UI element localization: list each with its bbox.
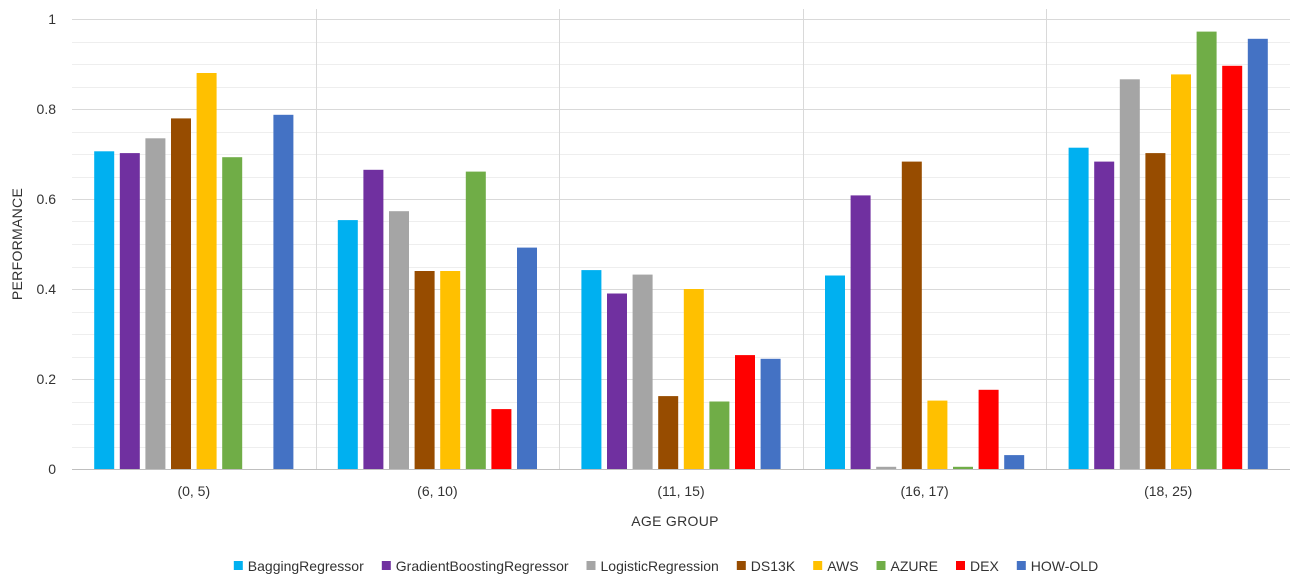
bar-how-old-1 [517, 247, 537, 469]
bar-ds13k-2 [658, 396, 679, 469]
y-tick-label: 1 [48, 11, 56, 27]
bar-baggingregressor-0 [94, 151, 115, 470]
bar-ds13k-0 [171, 118, 191, 470]
x-tick-label: (16, 17) [900, 483, 948, 499]
legend-label: AWS [827, 558, 858, 574]
bar-aws-1 [440, 271, 461, 469]
y-tick-label: 0 [48, 461, 56, 477]
legend-swatch [381, 561, 391, 570]
bar-logisticregression-4 [1119, 79, 1140, 470]
bar-logisticregression-1 [389, 211, 409, 469]
legend-item-azure: AZURE [876, 558, 938, 574]
bar-ds13k-3 [901, 161, 922, 469]
bars [94, 31, 1268, 470]
legend-item-dex: DEX [956, 558, 999, 574]
y-tick-label: 0.2 [37, 371, 57, 387]
bar-dex-2 [735, 355, 755, 469]
legend-item-aws: AWS [813, 558, 859, 574]
legend-swatch [956, 561, 965, 570]
legend-item-how-old: HOW-OLD [1016, 558, 1098, 574]
bar-gradientboostingregressor-3 [850, 195, 871, 469]
bar-gradientboostingregressor-4 [1094, 161, 1115, 469]
x-tick-label: (0, 5) [177, 483, 210, 499]
y-tick-label: 0.6 [37, 191, 57, 207]
legend-item-ds13k: DS13K [736, 558, 796, 574]
legend-item-logisticregression: LogisticRegression [586, 558, 719, 574]
legend-item-gradientboostingregressor: GradientBoostingRegressor [381, 558, 569, 574]
legend-swatch [1016, 561, 1026, 570]
bar-ds13k-1 [414, 271, 435, 469]
x-tick-label: (18, 25) [1144, 483, 1192, 499]
bar-ds13k-4 [1145, 153, 1166, 469]
legend-swatch [586, 561, 596, 570]
bar-how-old-4 [1247, 38, 1268, 470]
y-tick-label: 0.8 [37, 101, 57, 117]
legend: BaggingRegressor GradientBoostingRegresso… [233, 558, 1098, 574]
bar-aws-3 [927, 400, 948, 469]
x-tick-label: (6, 10) [417, 483, 457, 499]
bar-azure-0 [222, 157, 243, 469]
legend-label: LogisticRegression [601, 558, 719, 574]
bar-dex-1 [491, 409, 512, 469]
bar-logisticregression-2 [632, 274, 653, 469]
y-tick-label: 0.4 [37, 281, 57, 297]
bar-gradientboostingregressor-2 [607, 293, 627, 469]
legend-label: AZURE [891, 558, 938, 574]
legend-label: HOW-OLD [1031, 558, 1098, 574]
legend-swatch [813, 561, 823, 570]
bar-logisticregression-0 [145, 138, 166, 470]
legend-label: DS13K [751, 558, 796, 574]
bar-baggingregressor-2 [581, 270, 602, 469]
bar-baggingregressor-3 [825, 275, 845, 469]
bar-logisticregression-3 [876, 466, 897, 470]
bar-dex-3 [978, 389, 999, 469]
bar-azure-2 [709, 401, 730, 469]
legend-item-baggingregressor: BaggingRegressor [233, 558, 364, 574]
bar-azure-4 [1196, 31, 1217, 469]
bar-gradientboostingregressor-0 [119, 153, 140, 469]
bar-baggingregressor-1 [337, 220, 358, 469]
x-axis-title: AGE GROUP [631, 513, 719, 529]
legend-label: GradientBoostingRegressor [396, 558, 569, 574]
bar-azure-1 [465, 171, 486, 469]
bar-dex-4 [1222, 65, 1243, 470]
bar-aws-2 [683, 289, 704, 469]
bar-how-old-3 [1004, 455, 1025, 469]
bar-how-old-2 [760, 358, 781, 470]
legend-swatch [876, 561, 886, 570]
bar-aws-4 [1171, 74, 1191, 470]
bar-gradientboostingregressor-1 [363, 169, 384, 470]
legend-label: DEX [970, 558, 999, 574]
axes: 0 0.2 0.4 0.6 0.8 1 (0, 5) (6, 10) (11, 15) (16, … [37, 11, 1290, 499]
bar-aws-0 [196, 73, 217, 469]
bar-baggingregressor-4 [1068, 147, 1089, 469]
bar-how-old-0 [273, 114, 294, 470]
legend-label: BaggingRegressor [248, 558, 364, 574]
x-tick-label: (11, 15) [657, 483, 704, 499]
y-axis-title: PERFORMANCE [9, 188, 25, 300]
legend-swatch [736, 561, 746, 570]
legend-swatch [233, 561, 243, 570]
bar-azure-3 [953, 466, 973, 470]
